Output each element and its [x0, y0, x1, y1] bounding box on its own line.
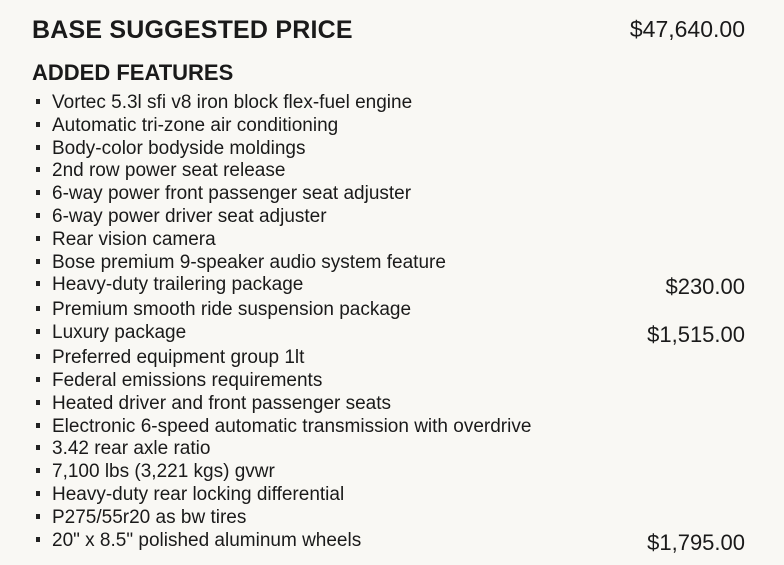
feature-item: Premium smooth ride suspension package: [0, 299, 784, 322]
feature-item: Vortec 5.3l sfi v8 iron block flex-fuel …: [0, 92, 784, 115]
feature-label: Rear vision camera: [52, 228, 216, 250]
feature-item: Federal emissions requirements: [0, 370, 784, 393]
bullet-icon: [36, 468, 40, 474]
feature-item: 3.42 rear axle ratio: [0, 438, 784, 461]
feature-item: Rear vision camera: [0, 229, 784, 252]
feature-label: 6-way power front passenger seat adjuste…: [52, 183, 412, 205]
feature-item: Heavy-duty trailering package $230.00: [0, 274, 784, 299]
bullet-icon: [36, 376, 40, 382]
feature-label: Preferred equipment group 1lt: [52, 347, 305, 369]
feature-label: Heated driver and front passenger seats: [52, 392, 392, 414]
feature-label: 7,100 lbs (3,221 kgs) gvwr: [52, 461, 275, 483]
feature-item: Preferred equipment group 1lt: [0, 347, 784, 370]
bullet-icon: [36, 281, 40, 287]
feature-label: Federal emissions requirements: [52, 369, 323, 391]
feature-price: $1,515.00: [647, 322, 745, 348]
feature-label: Premium smooth ride suspension package: [52, 299, 412, 321]
bullet-icon: [36, 167, 40, 173]
bullet-icon: [36, 513, 40, 519]
base-price-title: BASE SUGGESTED PRICE: [32, 16, 353, 44]
feature-label: Vortec 5.3l sfi v8 iron block flex-fuel …: [52, 92, 413, 113]
bullet-icon: [36, 329, 40, 335]
feature-item: P275/55r20 as bw tires: [0, 507, 784, 530]
feature-item: Body-color bodyside moldings: [0, 138, 784, 161]
added-features-heading: ADDED FEATURES: [32, 60, 234, 85]
feature-label: Heavy-duty trailering package: [52, 274, 304, 296]
bullet-icon: [36, 399, 40, 405]
bullet-icon: [36, 258, 40, 264]
feature-item: Automatic tri-zone air conditioning: [0, 115, 784, 138]
feature-item: 6-way power driver seat adjuster: [0, 206, 784, 229]
bullet-icon: [36, 121, 40, 127]
feature-item: 6-way power front passenger seat adjuste…: [0, 183, 784, 206]
bullet-icon: [36, 536, 40, 542]
feature-label: 3.42 rear axle ratio: [52, 438, 211, 460]
bullet-icon: [36, 354, 40, 360]
bullet-icon: [36, 212, 40, 218]
feature-label: Luxury package: [52, 322, 187, 344]
feature-item: Heavy-duty rear locking differential: [0, 484, 784, 507]
feature-item: 20" x 8.5" polished aluminum wheels $1,79…: [0, 530, 784, 555]
bullet-icon: [36, 445, 40, 451]
bullet-icon: [36, 144, 40, 150]
bullet-icon: [36, 235, 40, 241]
bullet-icon: [36, 490, 40, 496]
feature-price: $230.00: [665, 274, 745, 300]
feature-item: Heated driver and front passenger seats: [0, 393, 784, 416]
feature-item: Bose premium 9-speaker audio system feat…: [0, 252, 784, 275]
feature-label: Bose premium 9-speaker audio system feat…: [52, 251, 446, 273]
feature-item: Luxury package $1,515.00: [0, 322, 784, 347]
feature-item: Electronic 6-speed automatic transmissio…: [0, 416, 784, 439]
feature-label: 6-way power driver seat adjuster: [52, 205, 327, 227]
bullet-icon: [36, 99, 40, 104]
feature-label: Body-color bodyside moldings: [52, 137, 306, 159]
bullet-icon: [36, 190, 40, 196]
features-list: Vortec 5.3l sfi v8 iron block flex-fuel …: [0, 92, 784, 555]
bullet-icon: [36, 306, 40, 312]
feature-price: $1,795.00: [647, 529, 745, 555]
feature-label: P275/55r20 as bw tires: [52, 506, 247, 528]
base-price-value: $47,640.00: [629, 16, 745, 42]
feature-item: 7,100 lbs (3,221 kgs) gvwr: [0, 461, 784, 484]
feature-label: 20" x 8.5" polished aluminum wheels: [52, 529, 362, 551]
feature-label: 2nd row power seat release: [52, 160, 286, 182]
feature-label: Heavy-duty rear locking differential: [52, 483, 345, 505]
feature-label: Automatic tri-zone air conditioning: [52, 114, 339, 136]
feature-item: 2nd row power seat release: [0, 160, 784, 183]
feature-label: Electronic 6-speed automatic transmissio…: [52, 415, 532, 437]
bullet-icon: [36, 422, 40, 428]
